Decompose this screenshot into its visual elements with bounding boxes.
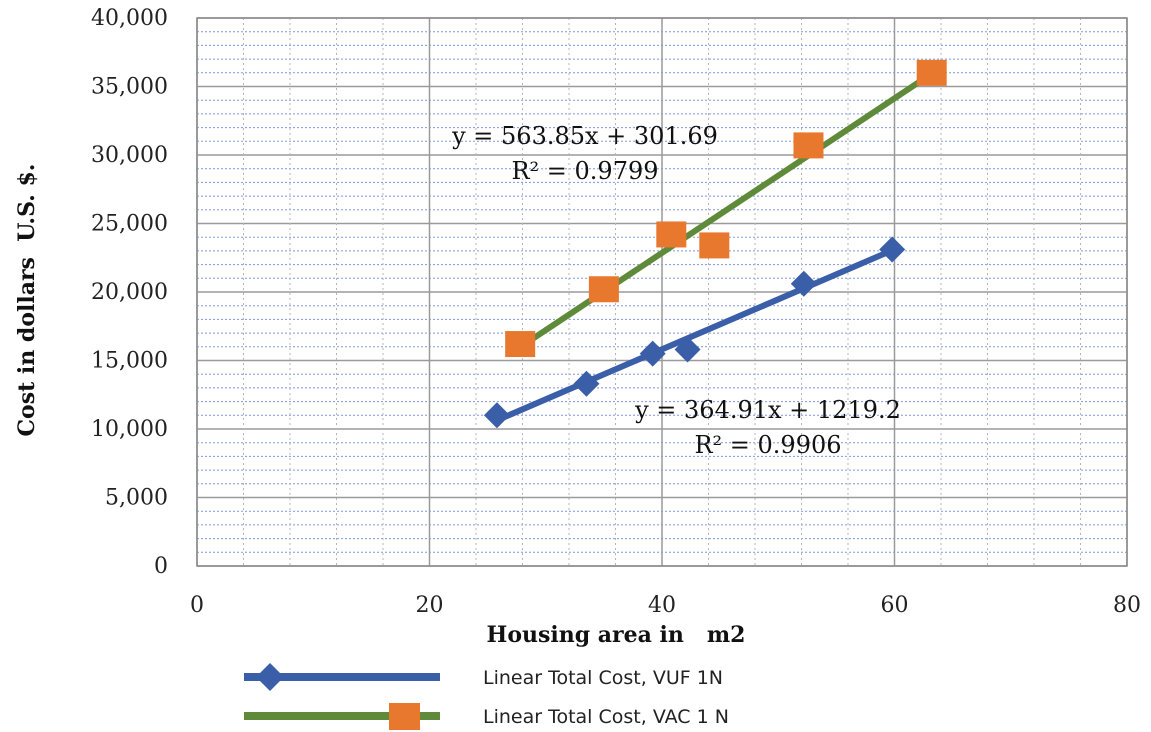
data-point-vuf [639, 340, 666, 367]
y-tick-label: 20,000 [91, 280, 168, 305]
data-point-vuf [483, 402, 510, 429]
y-tick-label: 5,000 [105, 486, 168, 511]
data-point-vac [793, 132, 824, 159]
y-tick-label: 10,000 [91, 417, 168, 442]
y-tick-labels: 0 5,000 10,000 15,000 20,000 25,000 30,000 35,0… [91, 6, 168, 579]
axes [196, 17, 1128, 567]
data-point-vuf [674, 336, 701, 363]
x-tick-labels: 0 20 40 60 80 [190, 593, 1141, 618]
data-point-vuf [790, 270, 817, 297]
x-tick-label: 80 [1113, 593, 1141, 618]
x-tick-label: 40 [648, 593, 676, 618]
y-tick-label: 25,000 [91, 212, 168, 237]
plot-frame [196, 17, 1128, 567]
y-tick-label: 40,000 [91, 6, 168, 31]
data-point-vac [916, 59, 947, 86]
x-tick-label: 0 [190, 593, 204, 618]
data-point-vac [699, 232, 730, 259]
data-points [483, 59, 947, 429]
y-tick-label: 30,000 [91, 143, 168, 168]
data-point-vuf [879, 236, 906, 263]
vuf-r2-label: R² = 0.9906 [694, 431, 841, 459]
y-tick-label: 35,000 [91, 75, 168, 100]
data-point-vac [656, 221, 687, 248]
trendline-vuf [493, 247, 896, 424]
x-tick-label: 20 [416, 593, 444, 618]
data-point-vac [588, 276, 619, 303]
y-tick-label: 15,000 [91, 349, 168, 374]
vac-equation-label: y = 563.85x + 301.69 [451, 122, 718, 150]
x-axis-title: Housing area in m2 [487, 622, 746, 648]
legend-label-vuf: Linear Total Cost, VUF 1N [483, 667, 723, 689]
data-point-vuf [573, 370, 600, 397]
trendline-vac [517, 70, 935, 351]
legend: Linear Total Cost, VUF 1N Linear Total C… [244, 663, 729, 730]
legend-item-vuf: Linear Total Cost, VUF 1N [244, 663, 723, 691]
legend-marker-vac [389, 703, 420, 730]
legend-marker-vuf [256, 663, 284, 691]
x-tick-label: 60 [881, 593, 909, 618]
y-axis-title: Cost in dollars U.S. $. [14, 164, 40, 437]
vac-r2-label: R² = 0.9799 [511, 157, 658, 185]
vuf-equation-label: y = 364.91x + 1219.2 [634, 396, 901, 424]
legend-label-vac: Linear Total Cost, VAC 1 N [483, 706, 729, 728]
grid [196, 17, 1128, 567]
legend-item-vac: Linear Total Cost, VAC 1 N [244, 703, 729, 730]
trendlines [493, 70, 935, 424]
data-point-vac [505, 331, 536, 358]
y-tick-label: 0 [154, 554, 168, 579]
